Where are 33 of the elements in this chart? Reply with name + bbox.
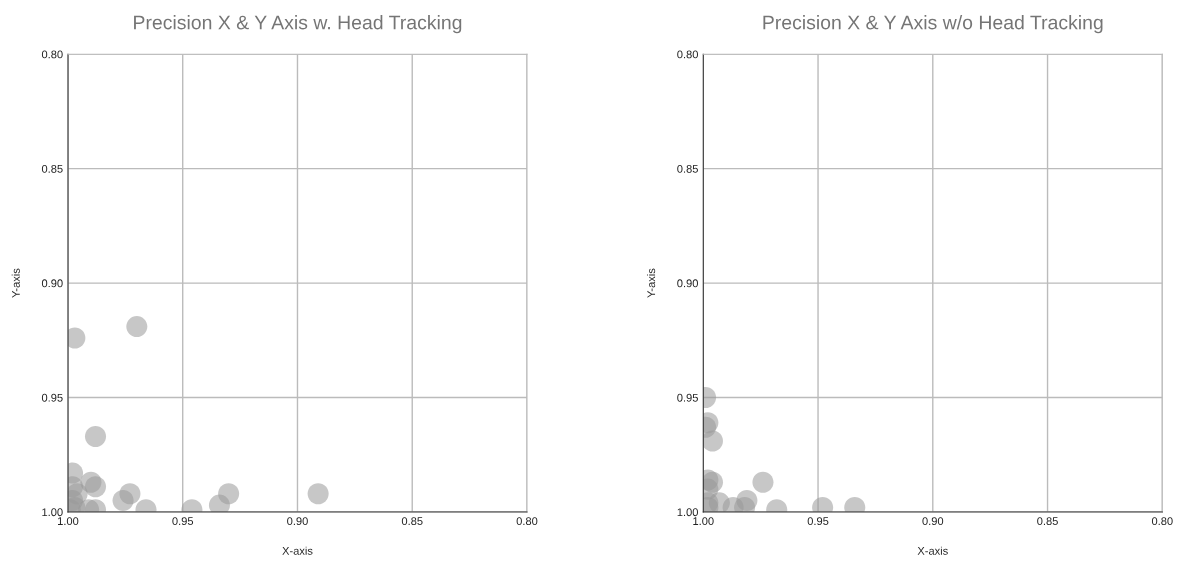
y-tick-label: 1.00 [677, 508, 698, 517]
y-axis-title: Y-axis [646, 268, 656, 298]
x-tick-label: 0.80 [516, 517, 538, 526]
y-tick-label: 0.80 [41, 50, 63, 59]
x-tick-label: 0.95 [807, 517, 829, 526]
y-axis-title: Y-axis [11, 268, 20, 298]
x-tick-label: 0.85 [1037, 517, 1058, 526]
y-tick-label: 1.00 [42, 508, 63, 517]
y-tick-label: 0.90 [41, 279, 63, 288]
x-axis-title: X-axis [917, 546, 948, 555]
y-tick-label: 0.95 [41, 393, 63, 402]
y-tick-label: 0.95 [677, 393, 698, 402]
point [84, 476, 107, 498]
y-tick-label: 0.90 [677, 279, 698, 288]
y-tick-label: 0.85 [41, 164, 63, 173]
point [84, 425, 107, 447]
y-tick-label: 0.80 [677, 50, 698, 59]
x-tick-label: 0.95 [172, 517, 194, 526]
x-tick-label: 1.00 [58, 517, 79, 526]
point [218, 483, 240, 505]
point [67, 483, 88, 505]
point [307, 483, 329, 505]
chart-title: Precision X & Y Axis w/o Head Tracking [763, 15, 1103, 34]
x-tick-label: 0.90 [287, 517, 308, 526]
point [112, 490, 134, 512]
x-tick-label: 0.90 [922, 517, 944, 526]
point [126, 316, 148, 338]
x-tick-label: 0.80 [1151, 517, 1173, 526]
chart-title: Precision X & Y Axis w. Head Tracking [134, 15, 462, 34]
x-tick-label: 1.00 [693, 517, 714, 526]
x-tick-label: 0.85 [401, 517, 423, 526]
x-axis-title: X-axis [282, 546, 313, 555]
y-tick-label: 0.85 [677, 164, 698, 173]
